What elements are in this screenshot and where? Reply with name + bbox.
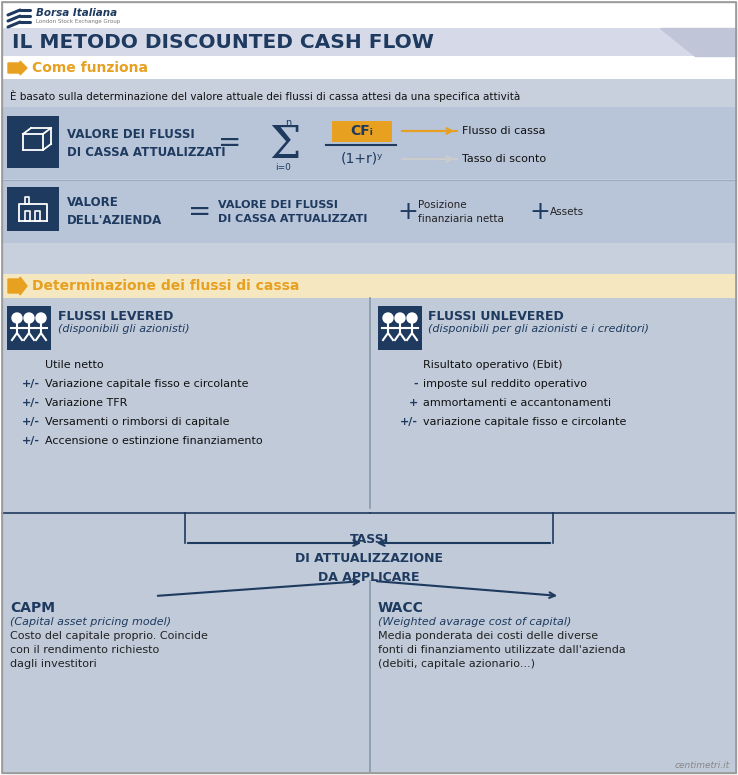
- Circle shape: [24, 313, 34, 323]
- Text: Media ponderata dei costi delle diverse
fonti di finanziamento utilizzate dall'a: Media ponderata dei costi delle diverse …: [378, 631, 626, 669]
- Bar: [2, 2, 736, 57]
- Bar: [2, 57, 736, 79]
- Text: Borsa Italiana: Borsa Italiana: [36, 8, 117, 18]
- Polygon shape: [8, 61, 27, 75]
- Text: +/-: +/-: [22, 398, 40, 408]
- Bar: [378, 306, 422, 350]
- Bar: [7, 187, 59, 231]
- Text: È basato sulla determinazione del valore attuale dei flussi di cassa attesi da u: È basato sulla determinazione del valore…: [10, 90, 520, 102]
- Text: London Stock Exchange Group: London Stock Exchange Group: [36, 19, 120, 24]
- Polygon shape: [8, 277, 27, 295]
- Text: Assets: Assets: [550, 207, 584, 217]
- Text: =: =: [188, 198, 212, 226]
- Text: IL METODO DISCOUNTED CASH FLOW: IL METODO DISCOUNTED CASH FLOW: [12, 33, 434, 51]
- Text: imposte sul reddito operativo: imposte sul reddito operativo: [423, 379, 587, 389]
- Bar: [332, 121, 392, 142]
- Text: =: =: [218, 129, 241, 157]
- Text: CFᵢ: CFᵢ: [351, 124, 373, 138]
- Text: Variazione capitale fisso e circolante: Variazione capitale fisso e circolante: [45, 379, 249, 389]
- Text: centimetri.it: centimetri.it: [675, 761, 730, 770]
- Bar: [2, 28, 702, 56]
- Text: Flusso di cassa: Flusso di cassa: [462, 126, 545, 136]
- Bar: [2, 181, 736, 243]
- Text: -: -: [413, 379, 418, 389]
- Text: VALORE
DELL'AZIENDA: VALORE DELL'AZIENDA: [67, 197, 162, 228]
- Text: i=0: i=0: [275, 163, 291, 171]
- Text: VALORE DEI FLUSSI
DI CASSA ATTUALIZZATI: VALORE DEI FLUSSI DI CASSA ATTUALIZZATI: [218, 200, 368, 224]
- Text: WACC: WACC: [378, 601, 424, 615]
- Text: Utile netto: Utile netto: [45, 360, 103, 370]
- Text: +/-: +/-: [22, 379, 40, 389]
- Text: +/-: +/-: [22, 436, 40, 446]
- Text: Tasso di sconto: Tasso di sconto: [462, 154, 546, 164]
- Bar: [7, 116, 59, 168]
- Text: Variazione TFR: Variazione TFR: [45, 398, 128, 408]
- Text: Come funziona: Come funziona: [32, 61, 148, 75]
- Text: (disponibili per gli azionisti e i creditori): (disponibili per gli azionisti e i credi…: [428, 324, 649, 334]
- Text: TASSI
DI ATTUALIZZAZIONE
DA APPLICARE: TASSI DI ATTUALIZZAZIONE DA APPLICARE: [295, 533, 443, 584]
- Text: Costo del capitale proprio. Coincide
con il rendimento richiesto
dagli investito: Costo del capitale proprio. Coincide con…: [10, 631, 208, 669]
- Circle shape: [36, 313, 46, 323]
- Text: Versamenti o rimborsi di capitale: Versamenti o rimborsi di capitale: [45, 417, 230, 427]
- Bar: [2, 79, 736, 274]
- Text: +: +: [409, 398, 418, 408]
- Circle shape: [12, 313, 22, 323]
- Text: Σ: Σ: [269, 123, 300, 167]
- Text: FLUSSI UNLEVERED: FLUSSI UNLEVERED: [428, 310, 564, 323]
- Text: ammortamenti e accantonamenti: ammortamenti e accantonamenti: [423, 398, 611, 408]
- Text: Posizione
finanziaria netta: Posizione finanziaria netta: [418, 200, 504, 224]
- Circle shape: [395, 313, 405, 323]
- Text: VALORE DEI FLUSSI
DI CASSA ATTUALIZZATI: VALORE DEI FLUSSI DI CASSA ATTUALIZZATI: [67, 128, 226, 159]
- Circle shape: [407, 313, 417, 323]
- Bar: [7, 306, 51, 350]
- Bar: [2, 274, 736, 298]
- Text: +: +: [530, 200, 551, 224]
- Text: +: +: [398, 200, 418, 224]
- Text: Accensione o estinzione finanziamento: Accensione o estinzione finanziamento: [45, 436, 263, 446]
- Text: n: n: [285, 118, 291, 128]
- Text: CAPM: CAPM: [10, 601, 55, 615]
- Text: +/-: +/-: [22, 417, 40, 427]
- Text: Risultato operativo (Ebit): Risultato operativo (Ebit): [423, 360, 562, 370]
- Text: Determinazione dei flussi di cassa: Determinazione dei flussi di cassa: [32, 279, 300, 293]
- Text: +/-: +/-: [400, 417, 418, 427]
- Text: FLUSSI LEVERED: FLUSSI LEVERED: [58, 310, 173, 323]
- Text: variazione capitale fisso e circolante: variazione capitale fisso e circolante: [423, 417, 627, 427]
- Circle shape: [383, 313, 393, 323]
- Text: (1+r)ʸ: (1+r)ʸ: [341, 152, 383, 166]
- Bar: [2, 107, 736, 179]
- Text: (Capital asset pricing model): (Capital asset pricing model): [10, 617, 171, 627]
- Text: (disponibili gli azionisti): (disponibili gli azionisti): [58, 324, 190, 334]
- Text: (Weighted avarage cost of capital): (Weighted avarage cost of capital): [378, 617, 571, 627]
- Polygon shape: [660, 28, 736, 56]
- Bar: [2, 298, 736, 773]
